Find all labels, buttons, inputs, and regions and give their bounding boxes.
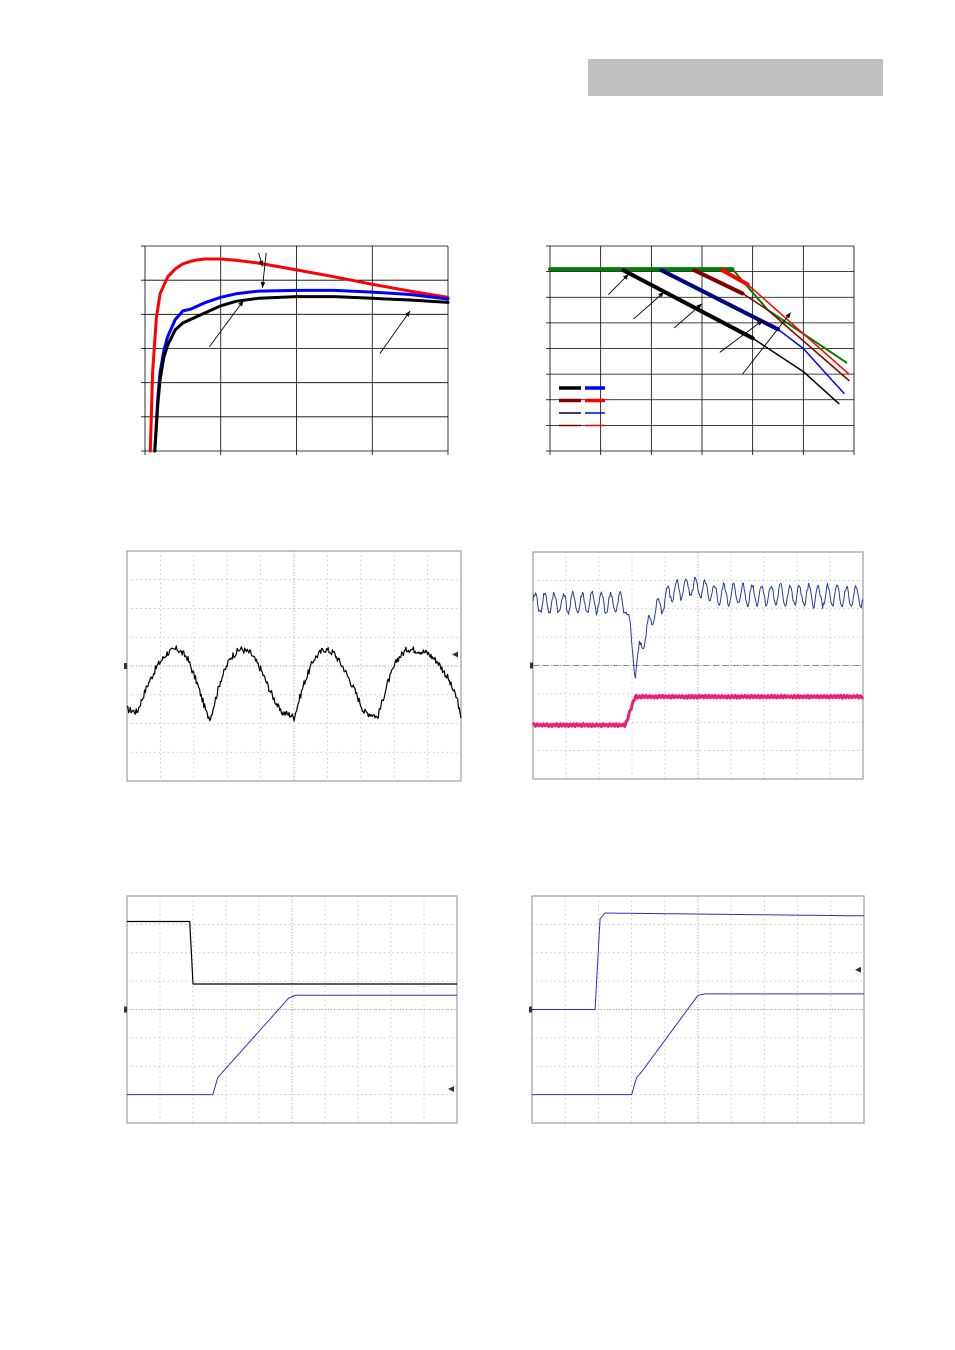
annotation-arrow-4 xyxy=(719,319,764,353)
annotation-arrow-1 xyxy=(209,300,244,348)
annotation-arrowhead xyxy=(260,281,266,288)
trace-2 xyxy=(532,993,864,1096)
series-line-3 xyxy=(621,268,755,341)
annotation-arrowhead xyxy=(696,303,702,310)
ground-marker xyxy=(124,1006,127,1013)
annotation-arrow-4 xyxy=(379,310,411,354)
scope-2 xyxy=(530,551,865,780)
trace-1 xyxy=(532,576,864,679)
annotation-arrow-3 xyxy=(673,303,703,329)
trigger-marker xyxy=(855,966,861,973)
annotation-arrowhead xyxy=(405,310,411,317)
ground-marker xyxy=(529,1006,532,1013)
annotation-arrowhead xyxy=(622,274,629,280)
chart-1 xyxy=(141,245,450,455)
trace-1 xyxy=(127,920,457,985)
trigger-marker xyxy=(452,651,458,658)
annotation-arrow-2 xyxy=(633,291,665,320)
series-line-6 xyxy=(777,328,845,395)
series-line-10 xyxy=(746,283,850,375)
trace-1 xyxy=(532,912,864,1010)
series-line-5 xyxy=(659,268,780,332)
series-line-9 xyxy=(720,268,750,287)
scope-1 xyxy=(124,550,462,782)
annotation-arrowhead xyxy=(238,300,244,307)
annotation-arrowhead xyxy=(756,320,763,326)
ground-marker xyxy=(530,662,533,669)
series-line-4 xyxy=(751,337,840,405)
series-line-7 xyxy=(692,268,745,296)
annotation-arrowhead xyxy=(658,292,664,298)
series-line-8 xyxy=(741,292,850,382)
ground-marker xyxy=(124,663,127,669)
series-line-1 xyxy=(148,257,450,453)
trace-1 xyxy=(126,645,462,722)
trace-2 xyxy=(531,693,865,729)
trigger-marker xyxy=(448,1085,454,1092)
trace-2 xyxy=(127,994,457,1096)
series-line-3 xyxy=(153,295,450,453)
annotation-arrow-3 xyxy=(261,252,267,288)
scope-3 xyxy=(124,895,458,1124)
annotation-arrowhead xyxy=(785,312,791,319)
scope-4 xyxy=(529,895,865,1124)
chart-2 xyxy=(546,245,855,455)
annotation-arrowhead xyxy=(258,260,264,267)
annotation-arrow-5 xyxy=(742,312,792,375)
header-bar xyxy=(588,59,883,96)
